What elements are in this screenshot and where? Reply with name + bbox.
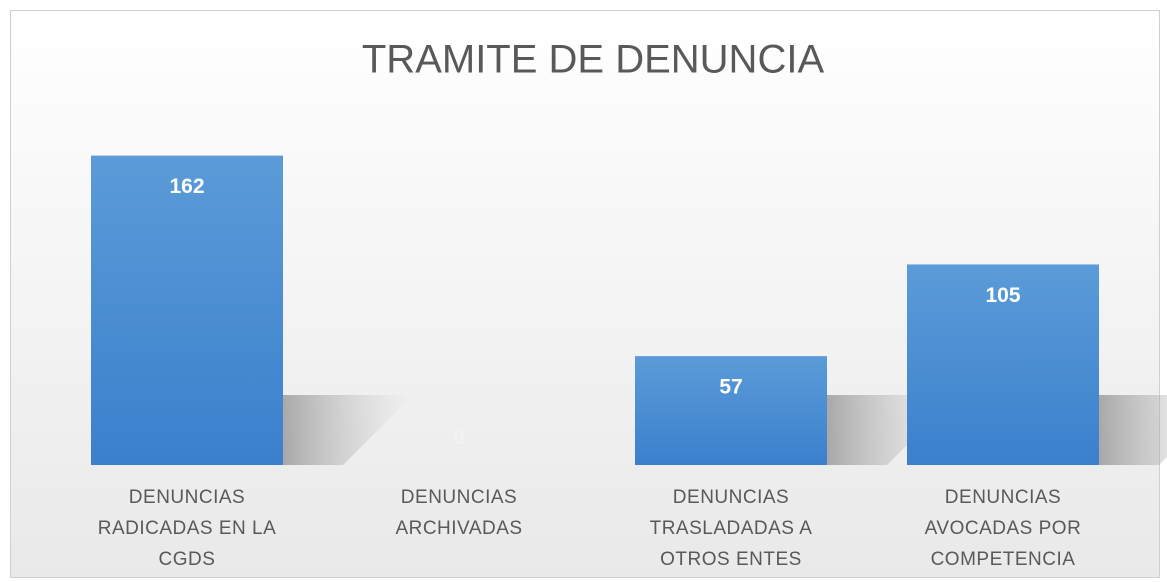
x-tick-label: DENUNCIAS RADICADAS EN LA CGDS (97, 487, 277, 570)
bar (635, 356, 827, 465)
x-tick-label: DENUNCIAS TRASLADADAS A OTROS ENTES (649, 487, 813, 570)
data-label: 0 (453, 427, 465, 450)
x-tick-label: DENUNCIAS ARCHIVADAS (395, 487, 523, 539)
bar-shadow (1099, 395, 1167, 465)
bar-shadow (283, 395, 413, 465)
chart-title: TRAMITE DE DENUNCIA (362, 38, 825, 82)
bar (91, 155, 283, 465)
data-label: 162 (169, 175, 204, 198)
data-label: 105 (985, 284, 1020, 307)
bar (907, 264, 1099, 465)
data-label: 57 (719, 376, 742, 399)
x-tick-label: DENUNCIAS AVOCADAS POR COMPETENCIA (924, 487, 1082, 570)
